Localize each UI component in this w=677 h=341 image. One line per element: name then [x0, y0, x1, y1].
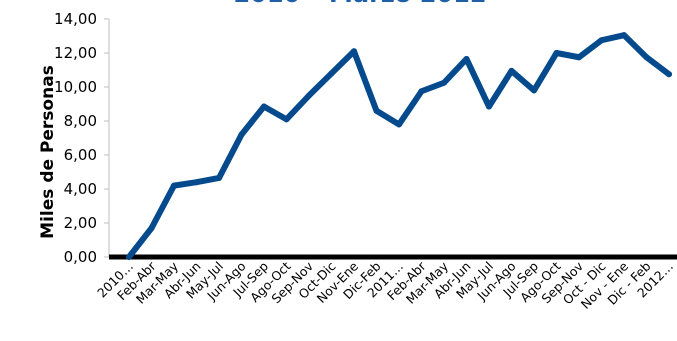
y-tick-label: 6,00 — [64, 146, 97, 164]
data-point — [261, 103, 267, 110]
series-layer — [126, 32, 672, 260]
y-tick-label: 2,00 — [64, 214, 97, 232]
y-tick-label: 12,00 — [54, 44, 97, 62]
data-point — [441, 79, 447, 86]
data-point — [373, 107, 380, 114]
data-point — [126, 254, 132, 260]
y-tick-label: 10,00 — [54, 78, 97, 96]
x-axis: 2010…Feb-AbrMar-MayAbr-JunMay-JulJun-Ago… — [94, 254, 677, 312]
data-point — [666, 71, 672, 78]
data-point — [306, 92, 312, 99]
data-point — [598, 37, 605, 44]
y-tick-label: 14,00 — [54, 10, 97, 28]
y-tick-label: 0,00 — [64, 248, 97, 266]
data-point — [553, 50, 560, 56]
data-point — [463, 55, 470, 62]
data-point — [238, 131, 245, 138]
data-point — [643, 54, 650, 61]
data-point — [328, 70, 335, 77]
y-axis-label: Miles de Personas — [38, 65, 58, 239]
data-point — [576, 54, 582, 61]
data-point — [621, 32, 627, 39]
data-point — [193, 179, 200, 186]
y-tick-label: 4,00 — [64, 180, 97, 198]
series-line — [126, 32, 672, 260]
data-point — [148, 225, 155, 232]
y-axis: 0,00 2,00 4,00 6,00 8,00 10,00 12,00 14,00 — [54, 10, 110, 266]
data-point — [216, 174, 222, 181]
data-point — [396, 121, 402, 128]
data-point — [531, 87, 537, 94]
data-point — [418, 88, 425, 95]
y-tick-label: 8,00 — [64, 112, 97, 130]
data-point — [486, 103, 492, 110]
data-point — [508, 67, 515, 74]
chart-title: 2010 – Marzo 2012 — [233, 0, 486, 8]
data-point — [171, 182, 177, 189]
data-point — [351, 48, 357, 55]
data-point — [283, 116, 290, 123]
